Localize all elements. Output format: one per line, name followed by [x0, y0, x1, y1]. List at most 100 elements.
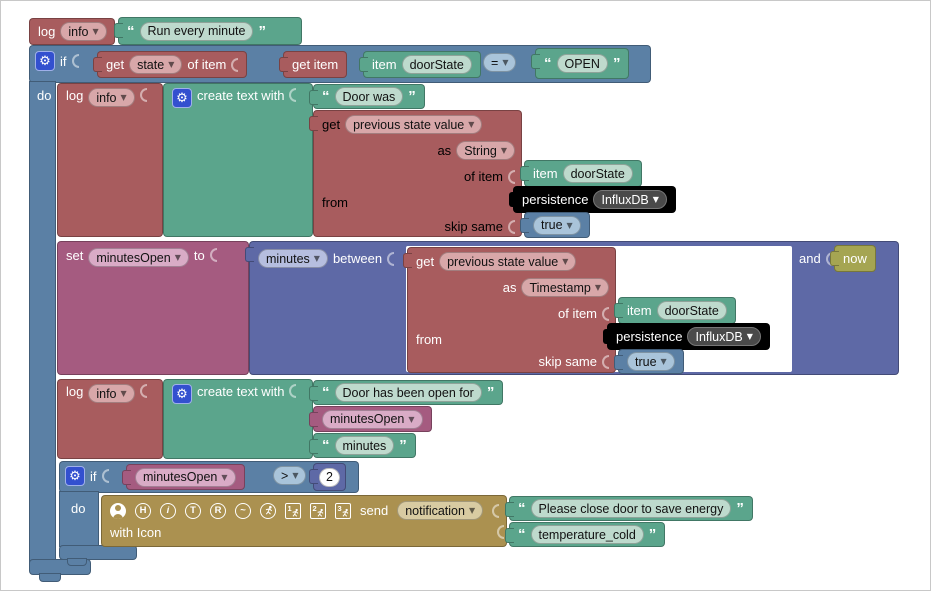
set-variable-block[interactable]: set minutesOpen ▼ to [57, 241, 249, 375]
text-field[interactable]: minutes [334, 436, 395, 455]
input-socket [497, 525, 504, 539]
text-field[interactable]: Door has been open for [334, 383, 482, 402]
send-notification-block[interactable]: H i T R ~ 1 2 3 send notification ▼ with … [101, 495, 507, 547]
get-previous-state-timestamp-block[interactable]: get previous state value ▼ as Timestamp ▼ … [403, 247, 616, 373]
boolean-dropdown[interactable]: true ▼ [533, 215, 581, 235]
log-level-dropdown[interactable]: info ▼ [88, 88, 135, 107]
input-socket [289, 88, 297, 102]
item-label: item [627, 303, 652, 318]
and-label: and [799, 251, 821, 266]
item-name-field[interactable]: doorState [401, 55, 472, 74]
chevron-down-icon: ▼ [313, 254, 320, 263]
log-level-dropdown[interactable]: info ▼ [88, 384, 135, 403]
gear-icon[interactable]: ⚙ [172, 88, 192, 108]
variable-dropdown[interactable]: minutesOpen ▼ [135, 467, 236, 487]
log-label: log [66, 88, 84, 103]
create-text-label: create text with [197, 384, 285, 399]
boolean-true-block[interactable]: true ▼ [614, 349, 684, 374]
text-field[interactable]: Run every minute [139, 21, 254, 41]
variable-minutesopen-block[interactable]: minutesOpen ▼ [122, 464, 245, 490]
inner-if-left-column[interactable] [59, 491, 99, 547]
gear-icon[interactable]: ⚙ [35, 51, 55, 71]
of-item-label: of item [557, 306, 597, 321]
log-trigger-block[interactable]: log info ▼ [29, 18, 115, 45]
text-block-icon-name[interactable]: “ temperature_cold ” [504, 522, 666, 547]
create-text-block-1[interactable]: ⚙ create text with [163, 83, 313, 237]
of-item-label: of item [187, 57, 227, 72]
method-dropdown[interactable]: previous state value ▼ [439, 252, 577, 271]
text-field[interactable]: OPEN [556, 54, 608, 73]
if-label: if [90, 468, 97, 484]
text-block-open-for[interactable]: “ Door has been open for ” [308, 380, 504, 405]
log-block-open-for[interactable]: log info ▼ [57, 379, 163, 459]
to-label: to [193, 248, 205, 263]
get-label: get [416, 254, 435, 269]
item-name-field[interactable]: doorState [562, 164, 633, 183]
item-name-field[interactable]: doorState [656, 301, 727, 320]
persistence-service-dropdown[interactable]: InfluxDB ▼ [593, 190, 667, 209]
unit-dropdown[interactable]: minutes ▼ [258, 249, 328, 268]
open-quote-icon: “ [127, 22, 135, 40]
input-socket [139, 384, 147, 398]
text-block-door-was[interactable]: “ Door was ” [309, 84, 425, 109]
chevron-down-icon: ▼ [408, 414, 415, 424]
text-block-run-every-minute[interactable]: “ Run every minute ” [114, 17, 302, 45]
from-label: from [322, 195, 348, 210]
gear-icon[interactable]: ⚙ [172, 384, 192, 404]
item-doorstate-block[interactable]: item doorState [520, 160, 642, 187]
open-quote-icon: “ [544, 55, 552, 72]
input-socket [139, 88, 147, 102]
log-block-door-was[interactable]: log info ▼ [57, 83, 163, 237]
item-doorstate-block[interactable]: item doorState [614, 297, 736, 324]
item-doorstate-block[interactable]: item doorState [359, 51, 481, 78]
get-item-block[interactable]: get item [278, 51, 348, 78]
close-quote-icon: ” [399, 437, 407, 454]
persistence-block[interactable]: persistence InfluxDB ▼ [603, 323, 770, 350]
operator-dropdown[interactable]: = ▼ [483, 53, 517, 72]
log-label: log [66, 384, 84, 399]
number-block[interactable]: 2 [309, 463, 346, 491]
as-type-dropdown[interactable]: Timestamp ▼ [521, 278, 609, 297]
chevron-down-icon: ▼ [221, 472, 228, 482]
get-state-block[interactable]: get state ▼ of item [92, 51, 248, 78]
get-previous-state-string-block[interactable]: get previous state value ▼ as String ▼ of … [309, 110, 522, 237]
persistence-block[interactable]: persistence InfluxDB ▼ [509, 186, 676, 213]
create-text-block-2[interactable]: ⚙ create text with [163, 379, 313, 459]
input-socket [101, 469, 109, 483]
r-badge-icon: R [210, 502, 226, 519]
log-level-dropdown[interactable]: info ▼ [60, 22, 107, 41]
variable-dropdown[interactable]: minutesOpen ▼ [88, 248, 189, 267]
text-block-open[interactable]: “ OPEN ” [530, 48, 630, 79]
operator-dropdown[interactable]: > ▼ [273, 466, 307, 485]
boolean-dropdown[interactable]: true ▼ [627, 352, 675, 371]
variable-dropdown[interactable]: minutesOpen ▼ [322, 409, 423, 429]
open-quote-icon: “ [518, 500, 526, 517]
outer-if-left-column[interactable] [29, 81, 56, 563]
text-block-notification-message[interactable]: “ Please close door to save energy ” [505, 496, 753, 521]
gear-icon[interactable]: ⚙ [65, 466, 85, 486]
text-field[interactable]: temperature_cold [530, 525, 644, 544]
variable-minutesopen-block[interactable]: minutesOpen ▼ [309, 406, 432, 432]
close-quote-icon: ” [258, 22, 266, 40]
as-type-dropdown[interactable]: String ▼ [456, 141, 515, 160]
input-socket [825, 251, 833, 266]
text-field[interactable]: Please close door to save energy [530, 499, 732, 518]
text-field[interactable]: Door was [334, 87, 404, 106]
t-badge-icon: T [185, 502, 201, 519]
text-block-minutes[interactable]: “ minutes ” [309, 433, 416, 458]
method-dropdown[interactable]: previous state value ▼ [345, 115, 483, 134]
runner-icon [260, 502, 276, 519]
outer-if-bottom-tab [39, 573, 61, 582]
now-block[interactable]: now [830, 245, 876, 272]
persistence-label: persistence [616, 329, 683, 344]
chevron-down-icon: ▼ [120, 389, 127, 398]
chevron-down-icon: ▼ [92, 27, 99, 36]
boolean-true-block[interactable]: true ▼ [520, 212, 590, 238]
get-item-label: get item [292, 57, 339, 72]
number-field[interactable]: 2 [319, 467, 340, 487]
state-dropdown[interactable]: state ▼ [129, 55, 183, 74]
notification-type-dropdown[interactable]: notification ▼ [397, 501, 484, 520]
persistence-service-dropdown[interactable]: InfluxDB ▼ [687, 327, 761, 346]
chevron-down-icon: ▼ [468, 120, 475, 129]
inner-if-footer[interactable] [59, 545, 137, 560]
